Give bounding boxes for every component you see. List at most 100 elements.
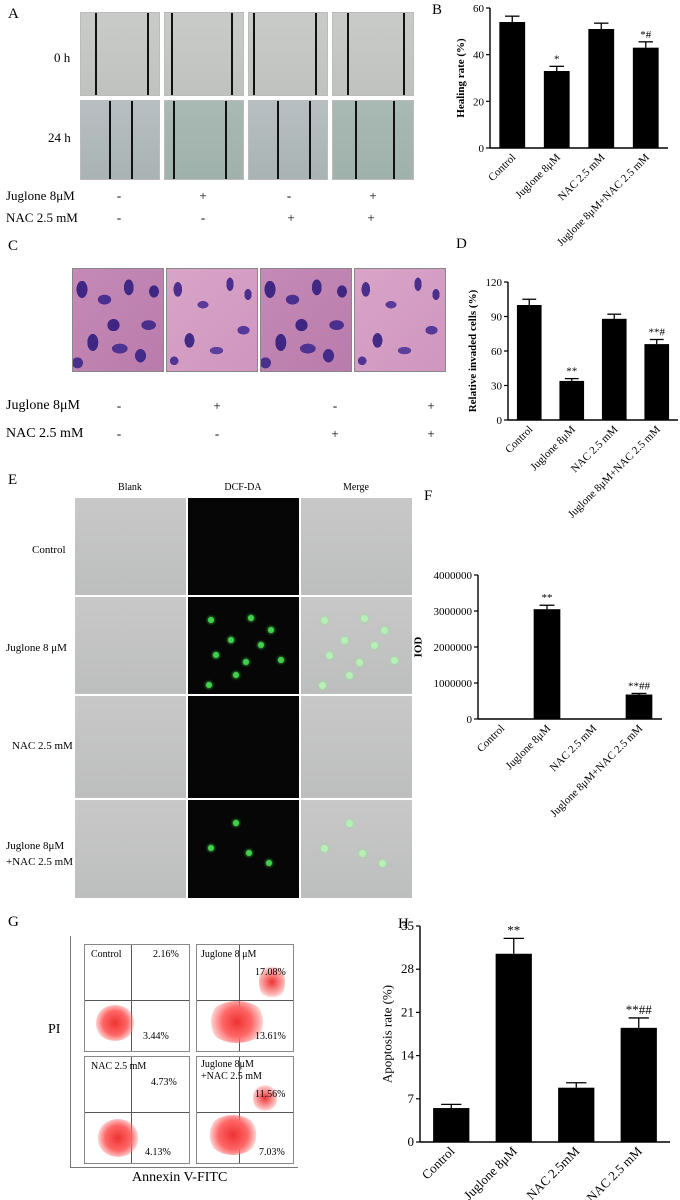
significance-label: ** [542, 592, 553, 604]
scratch-image-juglone-24h [164, 100, 244, 180]
quadrant-upper-right-value: 11.56% [255, 1089, 286, 1100]
y-tick-label: 20 [473, 96, 485, 108]
panel-letter-c: C [8, 238, 19, 254]
panel-letter-h: H [398, 916, 409, 932]
bar [533, 609, 561, 719]
y-tick-label: 90 [491, 312, 503, 324]
panel-letter-d: D [456, 236, 467, 252]
fluorescence-image-nac-merge [300, 695, 413, 799]
x-tick-label: Control [503, 424, 535, 456]
nac-label-c: NAC 2.5 mM [6, 426, 84, 441]
x-tick-label: NAC 2.5 mM [569, 423, 621, 475]
y-tick-label: 60 [473, 3, 485, 15]
y-tick-label: 21 [401, 1004, 414, 1019]
nac-mark: - [214, 426, 220, 441]
quadrant-upper-right-value: 17.08% [255, 967, 286, 978]
significance-label: *# [640, 29, 652, 41]
juglone-mark: + [213, 398, 221, 413]
panel-letter-e: E [8, 472, 18, 488]
flow-x-axis-label: Annexin V-FITC [132, 1170, 228, 1185]
flow-x-axis-line [70, 1167, 298, 1168]
y-tick-label: 0 [467, 714, 473, 726]
significance-label: * [554, 53, 560, 65]
y-tick-label: 3000000 [434, 606, 473, 618]
nac-mark: + [287, 210, 295, 225]
row-label-combo-line1: Juglone 8μM [6, 840, 65, 852]
row-label-nac: NAC 2.5 mM [12, 740, 73, 752]
juglone-mark: - [332, 398, 338, 413]
fluorescence-image-juglone-blank [74, 596, 187, 695]
x-tick-label: Juglone 8μM+NAC 2.5 mM [548, 722, 645, 819]
panel-letter-b: B [432, 2, 443, 18]
nac-mark: - [116, 426, 122, 441]
quadrant-lower-right-value: 7.03% [259, 1147, 285, 1158]
panel-letter-a: A [8, 6, 19, 22]
y-axis-title: Apoptosis rate (%) [380, 985, 395, 1083]
quadrant-name: Juglone 8 μM [201, 949, 257, 960]
column-header-merge: Merge [343, 482, 369, 493]
quadrant-lower-right-value: 4.13% [145, 1147, 171, 1158]
significance-label: **## [628, 680, 651, 692]
row-label-24h: 24 h [48, 130, 71, 145]
x-tick-label: NAC 2.5 mM [556, 151, 608, 203]
y-tick-label: 60 [491, 346, 503, 358]
fluorescence-image-juglone-merge [300, 596, 413, 695]
scratch-image-combo-24h [332, 100, 414, 180]
scratch-image-nac-24h [248, 100, 328, 180]
bar [543, 71, 570, 148]
fluorescence-image-control-dcf [187, 497, 300, 596]
juglone-mark: + [427, 398, 435, 413]
quadrant-name: NAC 2.5 mM [91, 1061, 147, 1072]
fluorescence-image-combo-merge [300, 799, 413, 899]
juglone-label-a: Juglone 8μM [6, 188, 75, 203]
row-label-juglone: Juglone 8 μM [6, 642, 67, 654]
x-tick-label: NAC 2.5 mM [548, 722, 600, 774]
y-tick-label: 120 [486, 277, 503, 289]
flow-y-axis-label: PI [48, 1022, 61, 1037]
y-axis-title: IOD [413, 637, 425, 658]
flow-plot-control: Control 2.16% 3.44% [84, 944, 190, 1052]
column-header-dcf: DCF-DA [224, 482, 262, 493]
x-tick-label: Control [486, 152, 518, 184]
x-tick-label: Control [475, 723, 507, 755]
significance-label: ** [566, 366, 577, 378]
bar [632, 47, 659, 148]
transwell-image-juglone [166, 268, 258, 372]
juglone-mark: + [199, 188, 207, 203]
bar [559, 380, 585, 420]
bar [499, 22, 526, 148]
fluorescence-image-combo-blank [74, 799, 187, 899]
flow-plot-nac: NAC 2.5 mM 4.73% 4.13% [84, 1056, 190, 1164]
y-tick-label: 0 [408, 1134, 415, 1149]
y-tick-label: 40 [473, 50, 485, 62]
fluorescence-image-control-blank [74, 497, 187, 596]
nac-label-a: NAC 2.5 mM [6, 210, 78, 225]
x-tick-label: Juglone 8μM+NAC 2.5 mM [530, 1143, 646, 1200]
juglone-mark: - [116, 188, 122, 203]
nac-mark: + [331, 426, 339, 441]
row-label-control: Control [32, 544, 66, 556]
y-tick-label: 7 [408, 1091, 415, 1106]
quadrant-name: Juglone 8μM [201, 1059, 254, 1070]
quadrant-lower-right-value: 3.44% [143, 1031, 169, 1042]
juglone-mark: - [286, 188, 292, 203]
scratch-image-control-24h [80, 100, 160, 180]
bar [625, 694, 653, 719]
x-tick-label: Juglone 8μM+NAC 2.5 mM [555, 151, 652, 248]
fluorescence-image-combo-dcf [187, 799, 300, 899]
flow-y-axis-line [70, 936, 71, 1168]
juglone-label-c: Juglone 8μM [6, 398, 81, 413]
x-tick-label: Control [419, 1143, 458, 1182]
y-tick-label: 0 [479, 143, 485, 155]
y-tick-label: 28 [401, 961, 414, 976]
nac-mark: + [427, 426, 435, 441]
bar [433, 1108, 470, 1142]
bar [620, 1027, 657, 1142]
juglone-mark: - [116, 398, 122, 413]
nac-mark: - [200, 210, 206, 225]
significance-label: **## [626, 1002, 653, 1017]
significance-label: ** [507, 922, 520, 937]
x-tick-label: Juglone 8μM [513, 151, 563, 201]
flow-plot-juglone: Juglone 8 μM 17.08% 13.61% [196, 944, 294, 1052]
y-tick-label: 2000000 [434, 642, 473, 654]
